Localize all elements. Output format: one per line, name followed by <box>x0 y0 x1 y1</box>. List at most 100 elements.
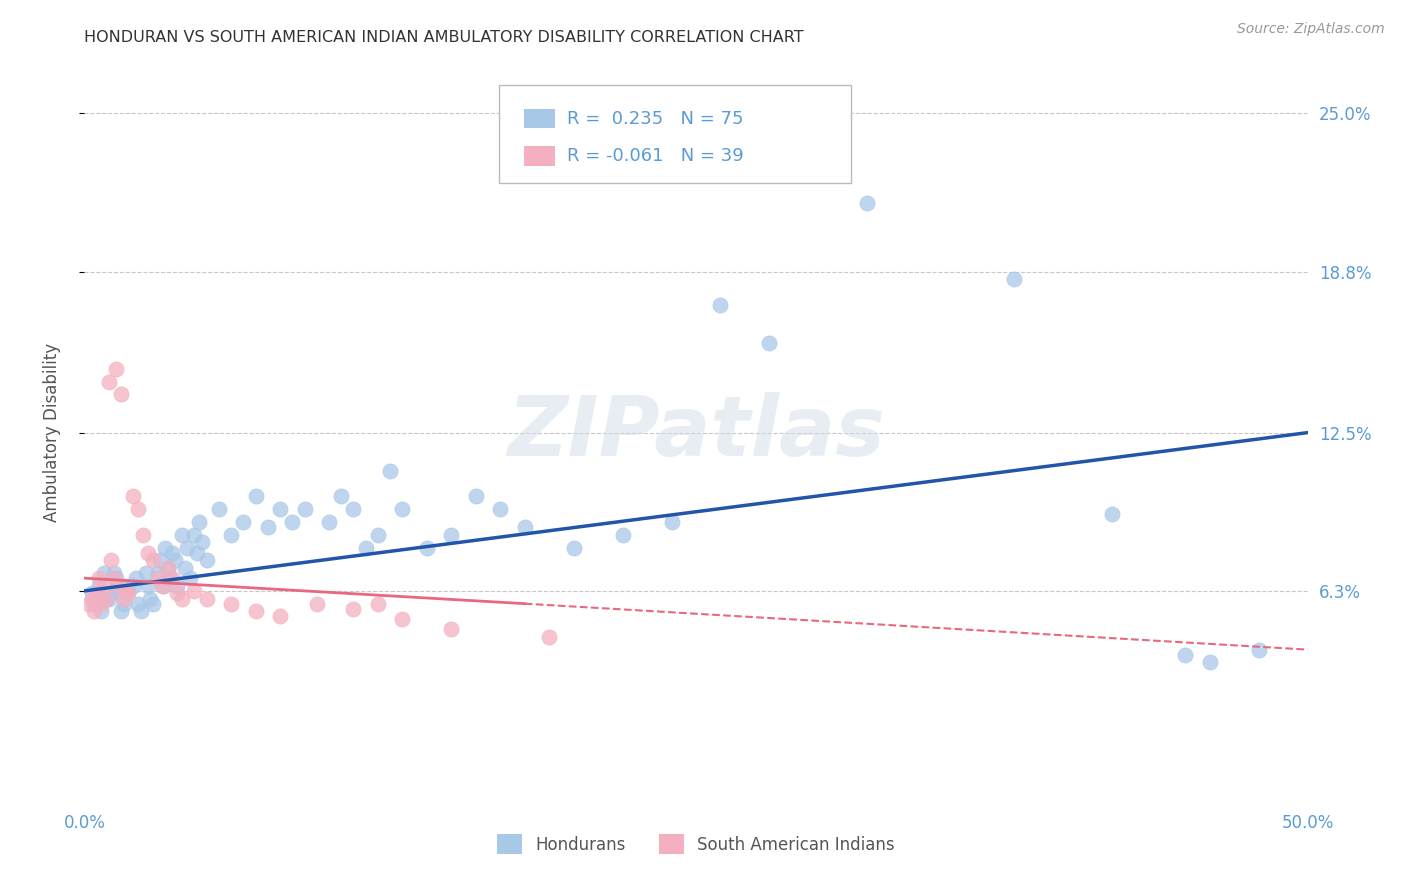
Point <box>191 535 214 549</box>
Point <box>380 464 402 478</box>
Point <box>172 527 194 541</box>
Point <box>152 579 174 593</box>
Point <box>612 527 634 541</box>
Point <box>162 571 184 585</box>
Point <box>136 579 159 593</box>
Point <box>146 566 169 580</box>
Point <box>464 490 486 504</box>
Point <box>269 609 291 624</box>
Point <box>342 601 364 615</box>
Point <box>269 502 291 516</box>
Point <box>117 583 139 598</box>
Point <box>100 553 122 567</box>
Point <box>105 571 128 585</box>
Point <box>86 591 108 606</box>
Point <box>232 515 254 529</box>
Legend: Hondurans, South American Indians: Hondurans, South American Indians <box>491 828 901 861</box>
Point <box>186 546 208 560</box>
Point <box>245 604 267 618</box>
Point <box>87 579 110 593</box>
Point <box>156 561 179 575</box>
Point <box>142 553 165 567</box>
Point <box>107 583 129 598</box>
Point <box>183 583 205 598</box>
Point <box>176 541 198 555</box>
Point <box>318 515 340 529</box>
Point <box>179 571 201 585</box>
Point <box>105 361 128 376</box>
Point <box>538 630 561 644</box>
Point <box>391 502 413 516</box>
Point <box>132 527 155 541</box>
Point <box>173 561 195 575</box>
Point <box>146 571 169 585</box>
Point <box>489 502 512 516</box>
Point <box>153 541 176 555</box>
Point <box>440 527 463 541</box>
Point <box>166 586 188 600</box>
Point <box>513 520 536 534</box>
Point <box>80 586 103 600</box>
Point <box>107 579 129 593</box>
Point <box>117 586 139 600</box>
Point <box>709 298 731 312</box>
Point <box>103 571 125 585</box>
Point <box>142 597 165 611</box>
Point <box>245 490 267 504</box>
Point <box>86 586 108 600</box>
Point <box>87 571 110 585</box>
Point <box>562 541 585 555</box>
Point <box>195 591 218 606</box>
Point <box>330 490 353 504</box>
Point <box>156 561 179 575</box>
Point <box>115 579 138 593</box>
Point <box>183 527 205 541</box>
Point <box>115 583 138 598</box>
Point <box>80 591 103 606</box>
Point <box>162 546 184 560</box>
Point <box>367 597 389 611</box>
Point <box>110 387 132 401</box>
Point <box>125 571 148 585</box>
Point <box>135 566 157 580</box>
Point <box>1174 648 1197 662</box>
Point <box>856 195 879 210</box>
Point <box>97 375 120 389</box>
Point <box>257 520 280 534</box>
Text: Source: ZipAtlas.com: Source: ZipAtlas.com <box>1237 22 1385 37</box>
Text: ZIPatlas: ZIPatlas <box>508 392 884 473</box>
Point <box>83 604 105 618</box>
Point <box>1002 272 1025 286</box>
Point <box>152 579 174 593</box>
Point <box>129 604 152 618</box>
Point <box>127 597 149 611</box>
Point <box>1247 642 1270 657</box>
Point <box>96 591 118 606</box>
Point <box>100 586 122 600</box>
Point <box>93 566 115 580</box>
Point <box>195 553 218 567</box>
Point <box>139 591 162 606</box>
Point <box>354 541 377 555</box>
Point <box>90 604 112 618</box>
Point <box>97 591 120 606</box>
Point <box>172 591 194 606</box>
Point <box>208 502 231 516</box>
Point <box>110 604 132 618</box>
Point <box>163 553 186 567</box>
Point <box>93 579 115 593</box>
Point <box>758 336 780 351</box>
Point <box>219 527 242 541</box>
Point <box>112 591 135 606</box>
Point <box>294 502 316 516</box>
Point <box>159 571 181 585</box>
Point <box>367 527 389 541</box>
Point <box>281 515 304 529</box>
Point <box>90 597 112 611</box>
Point <box>305 597 328 611</box>
Point <box>122 490 145 504</box>
Point <box>122 579 145 593</box>
Point <box>96 591 118 606</box>
Point <box>188 515 211 529</box>
Point <box>149 553 172 567</box>
